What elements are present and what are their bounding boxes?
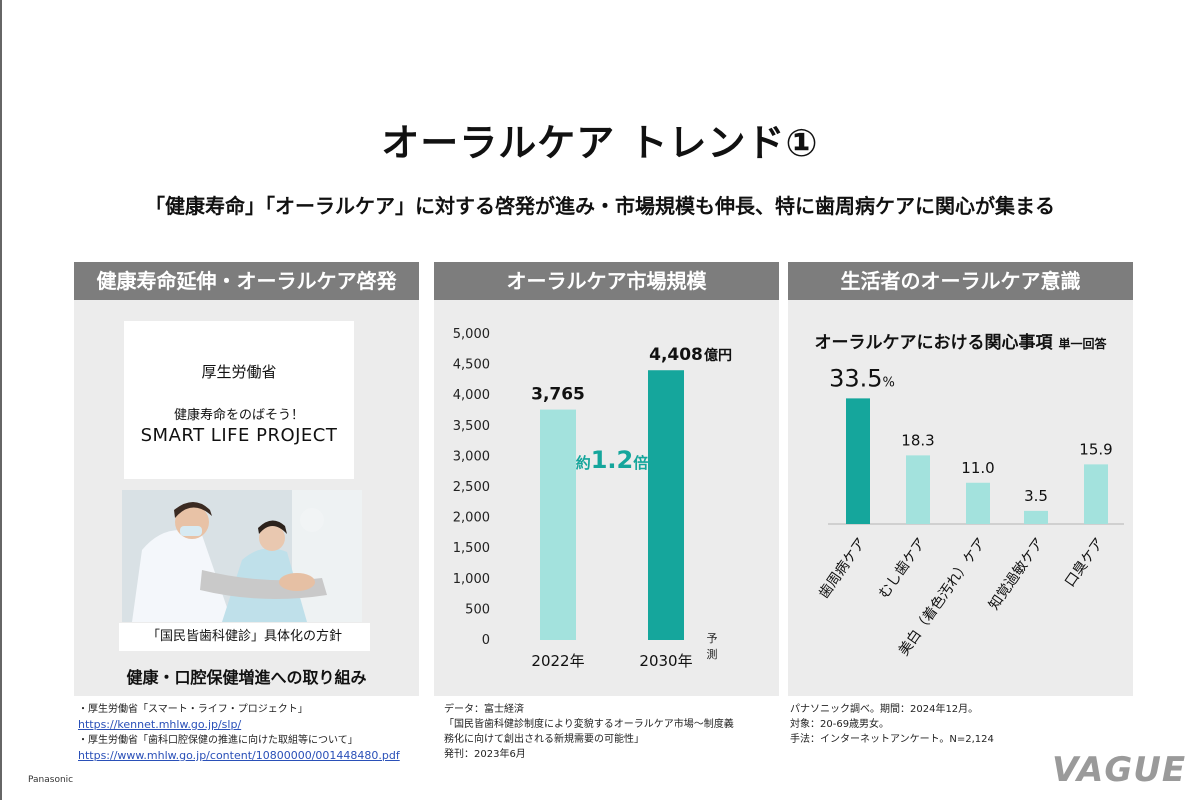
panel3-source: パナソニック調べ。期間：2024年12月。 対象：20-69歳男女。 手法：イン… <box>790 702 994 747</box>
panel-consumer-awareness: 生活者のオーラルケア意識 オーラルケアにおける関心事項 単一回答 33.5% 歯周… <box>788 262 1133 696</box>
y-tick-label: 0 <box>482 633 490 648</box>
y-tick-label: 3,500 <box>453 419 490 434</box>
annotation-prefix: 約 <box>576 454 591 472</box>
slide-left-border <box>0 0 2 800</box>
photo-caption: 「国民皆歯科健診」具体化の方針 <box>119 623 370 651</box>
y-tick-label: 1,000 <box>453 572 490 587</box>
y-tick-label: 2,000 <box>453 511 490 526</box>
y-tick-label: 1,500 <box>453 541 490 556</box>
x-tick-label: 2022年 <box>531 652 584 670</box>
value-label: 33.5% <box>829 364 895 392</box>
dental-photo-illustration <box>122 490 362 622</box>
mhlw-project-name: SMART LIFE PROJECT <box>140 425 338 446</box>
corporate-name: Panasonic <box>28 775 74 785</box>
y-tick-label: 4,000 <box>453 388 490 403</box>
bar-歯周病ケア <box>846 398 870 524</box>
panel-header: 生活者のオーラルケア意識 <box>788 262 1133 300</box>
source-line: パナソニック調べ。期間：2024年12月。 <box>790 704 979 715</box>
value-label: 3,765 <box>531 385 585 405</box>
y-tick-label: 5,000 <box>453 327 490 342</box>
annotation-suffix: 倍 <box>633 454 648 472</box>
source-line: 「国民皆歯科健診制度により変貌するオーラルケア市場～制度義 <box>444 719 734 730</box>
panel-header: 健康寿命延伸・オーラルケア啓発 <box>74 262 419 300</box>
dental-checkup-photo <box>122 490 362 622</box>
source-line: 発刊：2023年6月 <box>444 749 526 760</box>
panel1-summary: 健康・口腔保健増進への取り組み <box>126 668 367 687</box>
value-unit: 億円 <box>704 347 732 364</box>
y-tick-label: 500 <box>465 602 490 617</box>
value-label: 18.3 <box>901 431 934 449</box>
bar-2022年 <box>540 409 576 640</box>
y-tick-label: 3,000 <box>453 449 490 464</box>
y-tick-label: 2,500 <box>453 480 490 495</box>
x-tick-label: 口臭ケア <box>1062 535 1107 590</box>
value-label: 3.5 <box>1024 487 1048 505</box>
source-line: データ：富士経済 <box>444 704 524 715</box>
bar-口臭ケア <box>1084 464 1108 524</box>
bar-2030年 <box>648 370 684 640</box>
forecast-label: 測 <box>707 647 718 661</box>
bar-美白（着色汚れ）ケア <box>966 482 990 524</box>
source-line: ・厚生労働省「歯科口腔保健の推進に向けた取組等について」 <box>78 735 358 746</box>
source-line: 務化に向けて創出される新規需要の可能性」 <box>444 734 644 745</box>
smart-life-project-card: 厚生労働省 健康寿命をのばそう！ SMART LIFE PROJECT <box>124 321 354 479</box>
panel-health-awareness: 健康寿命延伸・オーラルケア啓発 厚生労働省 健康寿命をのばそう！ SMART L… <box>74 262 419 696</box>
value-label: 4,408 <box>649 345 703 365</box>
page-title: オーラルケア トレンド① <box>381 121 819 165</box>
chart-title: オーラルケアにおける関心事項 単一回答 <box>788 328 1133 353</box>
annotation-value: 1.2 <box>591 446 634 474</box>
source-link-smart-life[interactable]: https://kennet.mhlw.go.jp/slp/ <box>78 718 242 731</box>
value-label: 15.9 <box>1079 440 1112 458</box>
panel-market-size: オーラルケア市場規模 0 500 1,000 1,500 2,000 2,500 3,000… <box>434 262 779 696</box>
value-label: 11.0 <box>961 459 994 477</box>
chart-title-text: オーラルケアにおける関心事項 <box>814 333 1053 353</box>
x-tick-label: 知覚過敏ケア <box>985 535 1047 614</box>
mhlw-slogan: 健康寿命をのばそう！ <box>173 408 304 423</box>
x-tick-label: 2030年 <box>639 652 692 670</box>
page-subtitle: 「健康寿命」「オーラルケア」に対する啓発が進み・市場規模も伸長、特に歯周病ケアに… <box>145 194 1055 218</box>
panel1-source: ・厚生労働省「スマート・ライフ・プロジェクト」 https://kennet.m… <box>78 702 400 764</box>
source-line: ・厚生労働省「スマート・ライフ・プロジェクト」 <box>78 704 308 715</box>
forecast-label: 予 <box>707 632 718 645</box>
bar-むし歯ケア <box>906 455 930 524</box>
x-tick-label: 歯周病ケア <box>816 535 869 602</box>
x-tick-label: むし歯ケア <box>876 535 929 602</box>
chart-note: 単一回答 <box>1058 337 1107 351</box>
bar-知覚過敏ケア <box>1024 510 1048 524</box>
panel2-source: データ：富士経済 「国民皆歯科健診制度により変貌するオーラルケア市場～制度義 務… <box>444 702 734 762</box>
mhlw-name: 厚生労働省 <box>201 363 277 381</box>
watermark-logo: VAGUE <box>1052 750 1187 790</box>
interest-chart: 33.5%歯周病ケア18.3むし歯ケア11.0美白（着色汚れ）ケア3.5知覚過敏… <box>816 364 1124 659</box>
y-tick-label: 4,500 <box>453 358 490 373</box>
growth-annotation: 約1.2倍 <box>576 446 649 474</box>
source-line: 手法：インターネットアンケート。N=2,124 <box>790 734 994 745</box>
panel-header: オーラルケア市場規模 <box>434 262 779 300</box>
source-line: 対象：20-69歳男女。 <box>790 719 890 730</box>
source-link-mhlw-pdf[interactable]: https://www.mhlw.go.jp/content/10800000/… <box>78 749 400 762</box>
market-size-chart: 0 500 1,000 1,500 2,000 2,500 3,000 3,500 4,000 4… <box>453 327 732 670</box>
